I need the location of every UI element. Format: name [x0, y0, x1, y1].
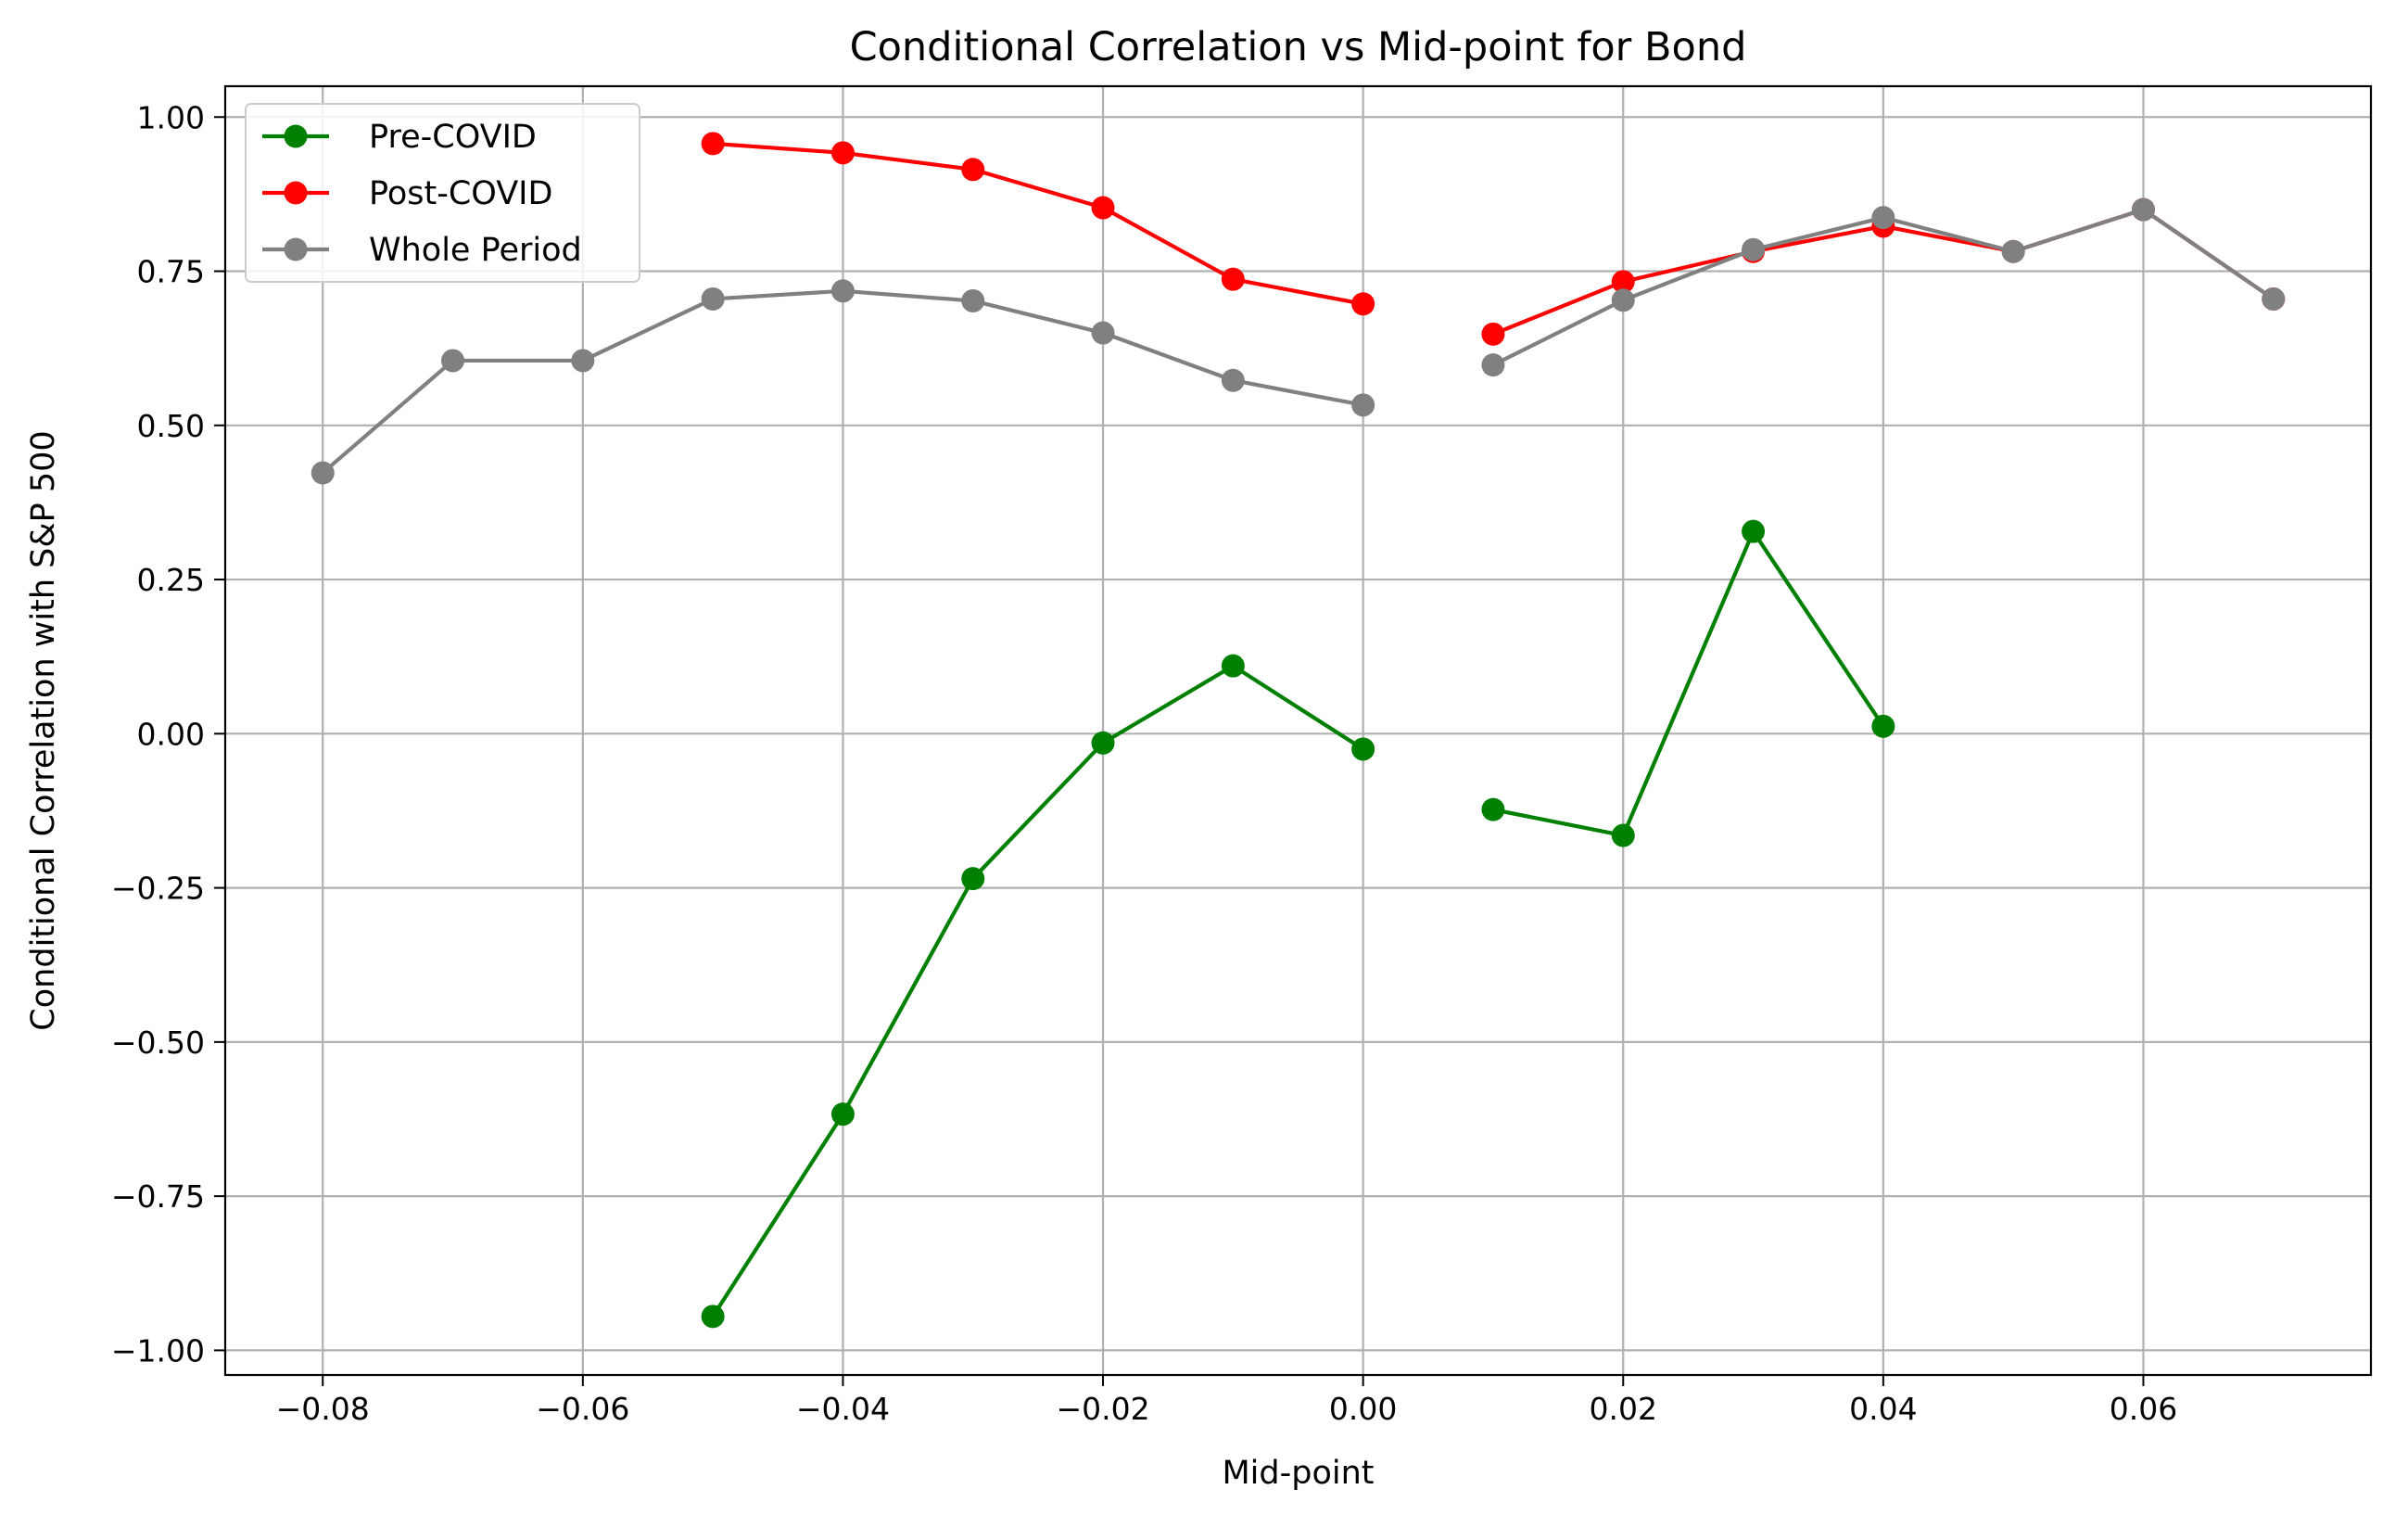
y-tick-label-3: 0.25: [137, 562, 205, 598]
data-point-1-0: [701, 132, 725, 156]
data-point-0-5: [1351, 737, 1375, 761]
data-point-2-16: [2262, 286, 2286, 311]
data-point-2-0: [311, 461, 335, 485]
y-axis-title: Conditional Correlation with S&P 500: [25, 430, 62, 1030]
chart-title: Conditional Correlation vs Mid-point for…: [850, 24, 1747, 70]
data-point-1-1: [830, 141, 855, 165]
x-tick-label-5: 0.02: [1590, 1391, 1657, 1427]
data-point-1-7: [1481, 322, 1505, 346]
legend-label-2: Whole Period: [369, 232, 582, 269]
data-point-0-4: [1221, 654, 1245, 678]
data-point-1-5: [1351, 292, 1375, 316]
data-point-0-10: [1871, 714, 1895, 738]
data-point-0-3: [1091, 731, 1115, 755]
data-point-2-4: [830, 279, 855, 303]
data-point-2-11: [1611, 288, 1635, 312]
series-line-segment-0: [712, 141, 1364, 306]
x-axis-title: Mid-point: [1222, 1455, 1374, 1492]
y-tick-label-6: −0.50: [111, 1025, 205, 1061]
legend-item-1: Post-COVID: [262, 175, 552, 212]
data-point-2-7: [1221, 368, 1245, 392]
y-tick-label-8: −1.00: [111, 1332, 205, 1369]
y-tick-label-1: 0.75: [137, 254, 205, 290]
y-tick-label-4: 0.00: [137, 716, 205, 752]
legend-label-0: Pre-COVID: [369, 119, 537, 156]
data-point-0-9: [1742, 519, 1766, 543]
data-point-2-12: [1742, 237, 1766, 261]
legend: Pre-COVID Post-COVID Whole Period: [245, 103, 640, 283]
y-tick-label-5: −0.25: [111, 871, 205, 907]
data-point-2-15: [2131, 197, 2155, 222]
data-point-0-0: [701, 1305, 725, 1329]
series-line-segment-1: [1492, 529, 1885, 838]
data-point-2-2: [571, 349, 595, 373]
legend-box: [245, 103, 640, 283]
x-tick-label-1: −0.06: [536, 1391, 629, 1427]
data-point-2-1: [441, 349, 465, 373]
series-line-segment-0: [711, 664, 1364, 1318]
data-point-2-8: [1351, 393, 1375, 417]
x-tick-label-0: −0.08: [276, 1391, 370, 1427]
y-tick-label-7: −0.75: [111, 1178, 205, 1215]
plot-frame: [223, 84, 2373, 1377]
y-tick-label-0: 1.00: [137, 99, 205, 135]
data-point-1-8: [1611, 270, 1635, 294]
data-point-1-4: [1221, 267, 1245, 291]
y-tick-label-2: 0.50: [137, 408, 205, 444]
legend-item-2: Whole Period: [262, 232, 582, 269]
x-tick-label-4: 0.00: [1329, 1391, 1397, 1427]
data-point-2-14: [2001, 239, 2025, 263]
legend-marker-0: [284, 124, 308, 148]
axis-ticks: −0.08 −0.06 −0.04 −0.02 0.00 0.02 0.04 0.06 1.00…: [111, 99, 2177, 1427]
data-point-2-13: [1871, 206, 1895, 230]
data-point-0-2: [961, 867, 985, 891]
x-tick-label-3: −0.02: [1056, 1391, 1149, 1427]
data-point-2-6: [1091, 321, 1115, 345]
x-tick-label-6: 0.04: [1849, 1391, 1917, 1427]
legend-item-0: Pre-COVID: [262, 119, 537, 156]
data-point-0-8: [1611, 823, 1635, 847]
series-pre-covid: [701, 519, 1895, 1329]
legend-marker-2: [284, 237, 308, 261]
data-point-2-10: [1481, 353, 1505, 377]
legend-label-1: Post-COVID: [369, 175, 552, 212]
series-layer: [311, 132, 2286, 1329]
x-tick-label-7: 0.06: [2110, 1391, 2177, 1427]
x-tick-label-2: −0.04: [796, 1391, 890, 1427]
data-point-1-3: [1091, 196, 1115, 220]
data-point-2-3: [701, 286, 725, 311]
legend-marker-1: [284, 181, 308, 205]
data-point-0-1: [830, 1102, 855, 1127]
data-point-2-5: [961, 288, 985, 312]
data-point-0-7: [1481, 797, 1505, 821]
data-point-1-2: [961, 158, 985, 182]
series-whole-period: [311, 197, 2286, 485]
